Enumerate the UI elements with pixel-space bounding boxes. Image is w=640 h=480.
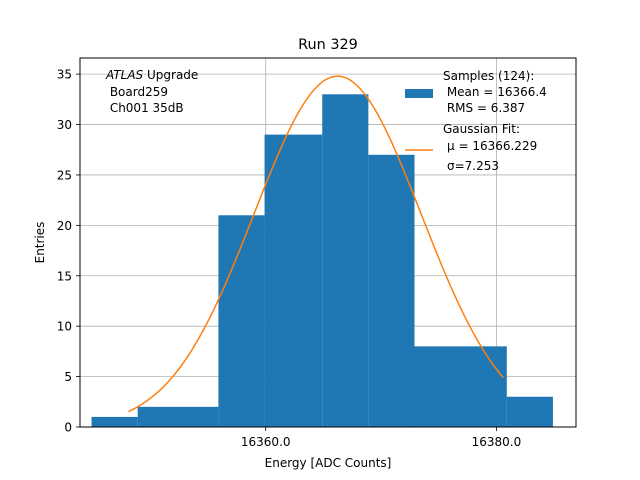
y-tick-label: 35 <box>57 68 72 82</box>
y-axis-ticks: 0 5 10 15 20 25 30 35 <box>57 68 80 435</box>
atlas-annotation: ATLAS Upgrade Board259 Ch001 35dB <box>105 68 198 115</box>
x-tick-label: 16380.0 <box>472 435 522 449</box>
histogram-bar <box>218 215 265 427</box>
legend-histogram-patch <box>405 89 433 98</box>
plot-frame <box>79 57 577 428</box>
chart-title: Run 329 <box>298 37 358 53</box>
y-tick-label: 5 <box>64 370 72 384</box>
histogram-bar <box>506 396 553 427</box>
y-axis-label: Entries <box>33 222 47 264</box>
histogram-bar <box>91 416 138 427</box>
legend-fit-label: Gaussian Fit: <box>443 122 520 136</box>
y-tick-label: 10 <box>57 320 72 334</box>
y-tick-label: 15 <box>57 269 72 283</box>
histogram-bar <box>264 134 323 427</box>
y-tick-label: 20 <box>57 219 72 233</box>
atlas-label: ATLAS <box>105 68 144 82</box>
y-tick-label: 30 <box>57 118 72 132</box>
y-tick-label: 25 <box>57 168 72 182</box>
histogram-bars <box>91 94 553 428</box>
x-axis-ticks: 16360.0 16380.0 <box>241 427 521 449</box>
legend-samples-label: Samples (124): <box>443 69 534 83</box>
annotation-line-1: ATLAS Upgrade <box>105 68 198 82</box>
legend-sigma-label: σ=7.253 <box>447 159 499 173</box>
upgrade-label: Upgrade <box>143 68 198 82</box>
legend-mu-label: μ = 16366.229 <box>447 139 537 153</box>
histogram-bar <box>368 154 415 428</box>
x-tick-label: 16360.0 <box>241 435 291 449</box>
legend: Samples (124): Mean = 16366.4 RMS = 6.38… <box>405 69 547 173</box>
annotation-channel: Ch001 35dB <box>106 101 184 115</box>
histogram-bar <box>322 94 369 428</box>
gaussian-fit-curve <box>128 75 504 413</box>
y-tick-label: 0 <box>64 421 72 435</box>
x-axis-label: Energy [ADC Counts] <box>265 456 392 470</box>
histogram-bar <box>137 406 219 427</box>
legend-rms-label: RMS = 6.387 <box>443 101 525 115</box>
legend-mean-label: Mean = 16366.4 <box>443 85 547 99</box>
annotation-board: Board259 <box>106 85 168 99</box>
histogram-bar <box>414 346 507 427</box>
